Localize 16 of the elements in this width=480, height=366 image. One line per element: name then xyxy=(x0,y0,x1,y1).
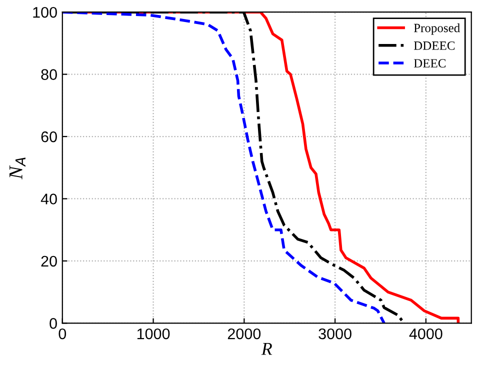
x-tick-label: 2000 xyxy=(228,328,261,340)
x-tick-label: 3000 xyxy=(318,328,352,340)
legend-label: DDEEC xyxy=(414,41,455,50)
y-tick-label: 60 xyxy=(41,131,57,142)
x-tick-label: 0 xyxy=(58,328,66,340)
y-axis-title: N$_{A}$ xyxy=(10,158,26,180)
legend-label: Proposed xyxy=(414,23,460,35)
x-axis-title: R xyxy=(261,342,272,355)
x-tick-label: 4000 xyxy=(409,328,442,340)
y-tick-label: 0 xyxy=(50,318,57,329)
x-tick-label: 1000 xyxy=(137,328,170,340)
y-tick-label: 100 xyxy=(33,6,57,18)
y-tick-label: 40 xyxy=(40,194,57,204)
legend-label: DEEC xyxy=(414,59,446,68)
y-tick-label: 80 xyxy=(41,69,57,80)
y-tick-label: 20 xyxy=(41,256,57,267)
